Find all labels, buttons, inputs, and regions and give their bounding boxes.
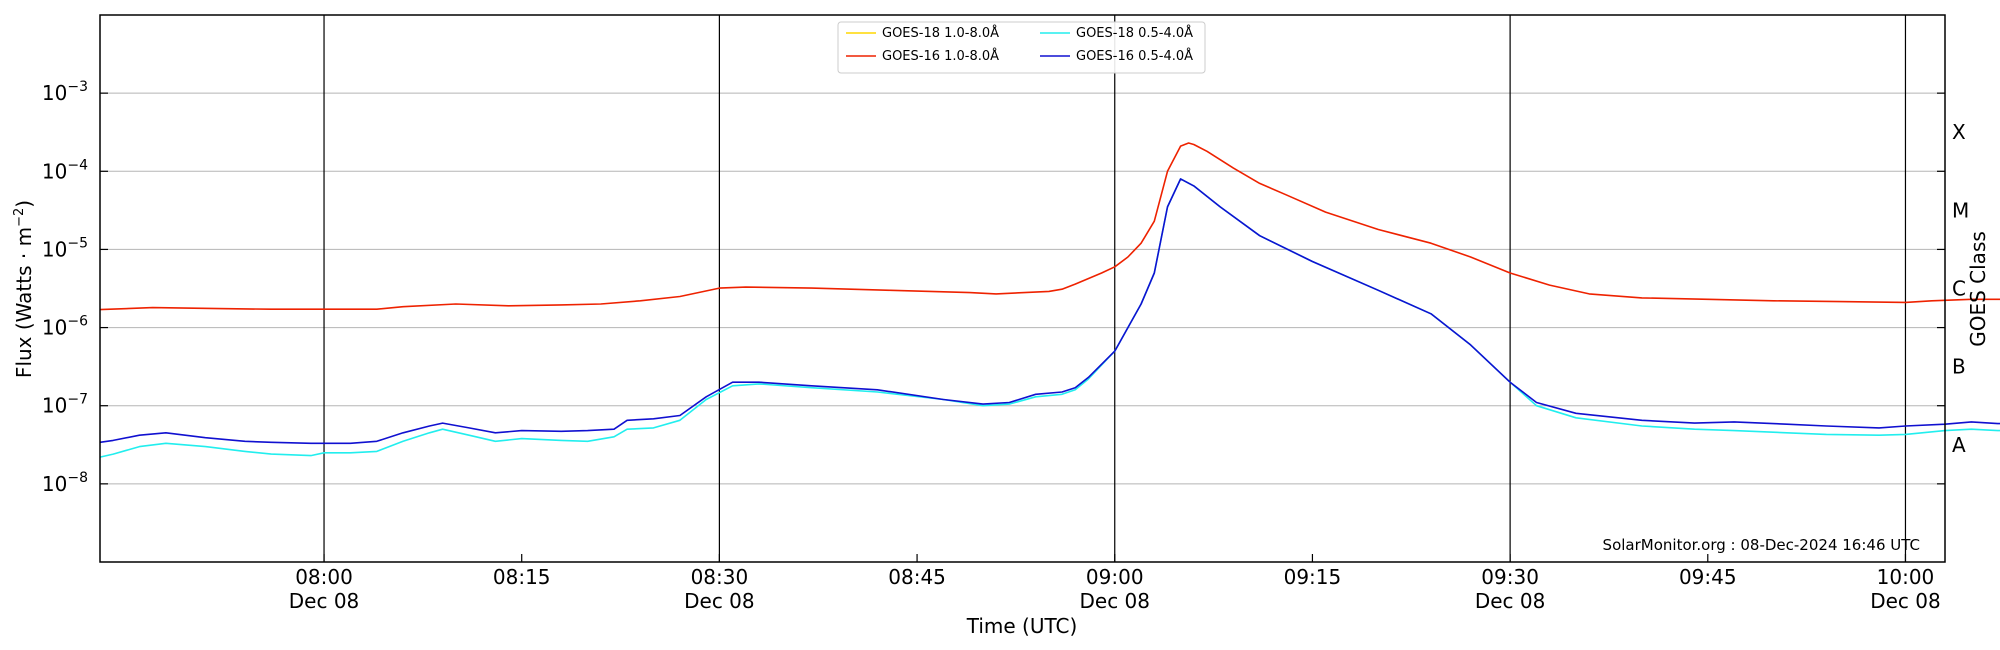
x-tick-label: 09:00 [1086, 565, 1144, 589]
legend-label: GOES-18 1.0-8.0Å [882, 25, 999, 41]
legend: GOES-18 1.0-8.0Å GOES-16 1.0-8.0Å GOES-18 … [837, 21, 1206, 74]
y-tick-label: 10−3 [42, 79, 88, 105]
goes-class-label: X [1952, 120, 1966, 144]
x-tick-label: 08:45 [888, 565, 946, 589]
day-marker-lines [323, 15, 1907, 562]
y-tick-label: 10−7 [42, 392, 88, 418]
data-series [99, 142, 2000, 458]
y-tick-exponent: −3 [67, 79, 88, 95]
y-axis-title-exponent: −2 [12, 208, 27, 227]
x-tick-label: 08:30 [691, 565, 749, 589]
y-tick-base: 10 [42, 316, 67, 340]
y-axis-title-close: ) [12, 200, 36, 208]
x-axis-title: Time (UTC) [966, 614, 1078, 638]
y-tick-label: 10−6 [42, 314, 88, 340]
legend-label: GOES-18 0.5-4.0Å [1076, 25, 1193, 41]
goes-class-label: C [1952, 277, 1966, 301]
x-tick-label: 09:45 [1679, 565, 1737, 589]
y-tick-exponent: −4 [67, 157, 88, 173]
x-tick-label: 09:15 [1284, 565, 1342, 589]
y-tick-label: 10−8 [42, 470, 88, 496]
plot-frame [99, 14, 1946, 563]
y-tick-base: 10 [42, 159, 67, 183]
grid-lines [100, 92, 1945, 485]
goes-class-label: B [1952, 355, 1966, 379]
y-tick-exponent: −5 [67, 235, 88, 251]
x-tick-date: Dec 08 [684, 589, 755, 613]
legend-label: GOES-16 1.0-8.0Å [882, 48, 999, 64]
goes-class-labels: A B C M X [1952, 120, 1969, 457]
y-tick-exponent: −7 [67, 392, 88, 408]
series-line [99, 178, 2000, 445]
credit-text: SolarMonitor.org : 08-Dec-2024 16:46 UTC [1603, 536, 1920, 554]
y-tick-base: 10 [42, 81, 67, 105]
y-tick-base: 10 [42, 237, 67, 261]
goes-class-label: M [1952, 198, 1969, 222]
right-axis-title: GOES Class [1966, 231, 1990, 347]
goes-class-label: A [1952, 433, 1966, 457]
x-tick-label: 09:30 [1481, 565, 1539, 589]
y-tick-base: 10 [42, 472, 67, 496]
y-axis-title: Flux (Watts · m−2) [12, 200, 36, 378]
x-tick-date: Dec 08 [1870, 589, 1941, 613]
series-line [99, 178, 2000, 458]
x-tick-label: 10:00 [1877, 565, 1935, 589]
y-tick-label: 10−4 [42, 157, 88, 183]
x-tick-label: 08:00 [295, 565, 353, 589]
y-tick-exponent: −8 [67, 470, 88, 486]
y-tick-base: 10 [42, 394, 67, 418]
x-tick-date: Dec 08 [1475, 589, 1546, 613]
legend-box [837, 21, 1206, 74]
x-tick-date: Dec 08 [1079, 589, 1150, 613]
x-tick-label: 08:15 [493, 565, 551, 589]
y-tick-exponent: −6 [67, 314, 88, 330]
y-tick-label: 10−5 [42, 235, 88, 261]
y-axis-ticks: 10−810−710−610−510−410−3 [42, 79, 1945, 496]
legend-label: GOES-16 0.5-4.0Å [1076, 48, 1193, 64]
series-line [99, 142, 2000, 311]
x-tick-date: Dec 08 [289, 589, 360, 613]
